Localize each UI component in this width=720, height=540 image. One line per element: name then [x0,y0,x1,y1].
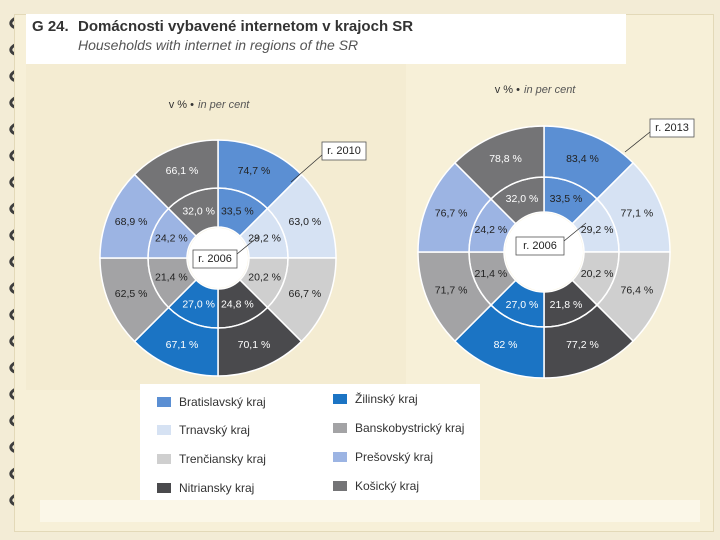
legend-item: Bratislavský kraj [157,395,266,409]
slice-label: 21,8 % [550,299,583,311]
slice-label: 67,1 % [166,339,199,351]
slice-label: 21,4 % [155,271,188,283]
series-callout-box [321,141,367,161]
legend-swatch [333,481,347,491]
legend-label: Banskobystrický kraj [355,421,465,435]
legend-swatch [333,423,347,433]
slice-label: 71,7 % [435,284,468,296]
legend-item: Košický kraj [333,479,419,493]
slice-label: 66,7 % [288,288,321,300]
slice-label: 24,2 % [155,233,188,245]
slice-label: 77,1 % [620,208,653,220]
slice-label: 78,8 % [489,153,522,165]
legend-swatch [157,425,171,435]
legend-item: Prešovský kraj [333,450,433,464]
callout-line [624,131,651,153]
slice-label: 62,5 % [115,288,148,300]
series-callout-box [192,249,238,269]
slice-label: 32,0 % [506,193,539,205]
slice-label: 27,0 % [182,299,215,311]
donut-slice [453,125,545,201]
slice-label: 74,7 % [238,165,271,177]
legend-item: Banskobystrický kraj [333,421,464,435]
legend-swatch [157,483,171,493]
legend-swatch [333,394,347,404]
callout-line [563,222,587,242]
slice-label: 21,4 % [475,268,508,280]
legend-panel [140,384,480,500]
legend-item: Trnavský kraj [157,423,250,437]
slice-label: 63,0 % [288,216,321,228]
slice-label: 29,2 % [581,224,614,236]
slice-label: 77,2 % [566,339,599,351]
unit-label-sk: v % • [169,99,194,111]
unit-label-sk: v % • [495,84,520,96]
slice-label: 33,5 % [221,205,254,217]
series-callout-outer: r. 2010 [327,145,361,157]
series-callout-2006: r. 2006 [198,253,232,265]
unit-label-en: in per cent [198,99,250,111]
legend-swatch [157,454,171,464]
series-callout-outer: r. 2013 [655,122,689,134]
chart-header [26,14,626,64]
series-callout-box [649,118,695,138]
legend-item: Trenčiansky kraj [157,452,266,466]
slice-label: 66,1 % [166,165,199,177]
legend-label: Trnavský kraj [179,423,250,437]
legend-swatch [157,397,171,407]
series-callout-2006: r. 2006 [523,240,557,252]
slice-label: 24,8 % [221,299,254,311]
slice-label: 83,4 % [566,153,599,165]
slice-label: 33,5 % [550,193,583,205]
legend-label: Žilinský kraj [355,392,418,406]
slice-label: 76,4 % [620,284,653,296]
figure-number: G 24. [32,18,69,35]
bottom-strip [40,500,700,522]
callout-line [236,235,260,255]
chart-title: Domácnosti vybavené internetom v krajoch… [78,18,414,35]
legend-label: Bratislavský kraj [179,395,266,409]
legend-swatch [333,452,347,462]
slice-label: 68,9 % [115,216,148,228]
callout-line [290,154,323,183]
slice-label: 20,2 % [581,268,614,280]
legend-label: Nitriansky kraj [179,481,255,495]
slice-label: 32,0 % [182,205,215,217]
legend-item: Žilinský kraj [333,392,418,406]
unit-label-en: in per cent [524,84,576,96]
slice-label: 24,2 % [475,224,508,236]
slice-label: 29,2 % [248,233,281,245]
legend-label: Trenčiansky kraj [179,452,266,466]
legend-label: Košický kraj [355,479,420,493]
slice-label: 27,0 % [506,299,539,311]
slice-label: 20,2 % [248,271,281,283]
slice-label: 82 % [494,339,518,351]
slice-label: 70,1 % [238,339,271,351]
series-callout-box [515,236,565,256]
ring-separator [147,187,289,329]
ring-separator [468,176,620,328]
legend-item: Nitriansky kraj [157,481,254,495]
chart-subtitle: Households with internet in regions of t… [78,37,359,53]
slice-label: 76,7 % [435,208,468,220]
legend-label: Prešovský kraj [355,450,434,464]
